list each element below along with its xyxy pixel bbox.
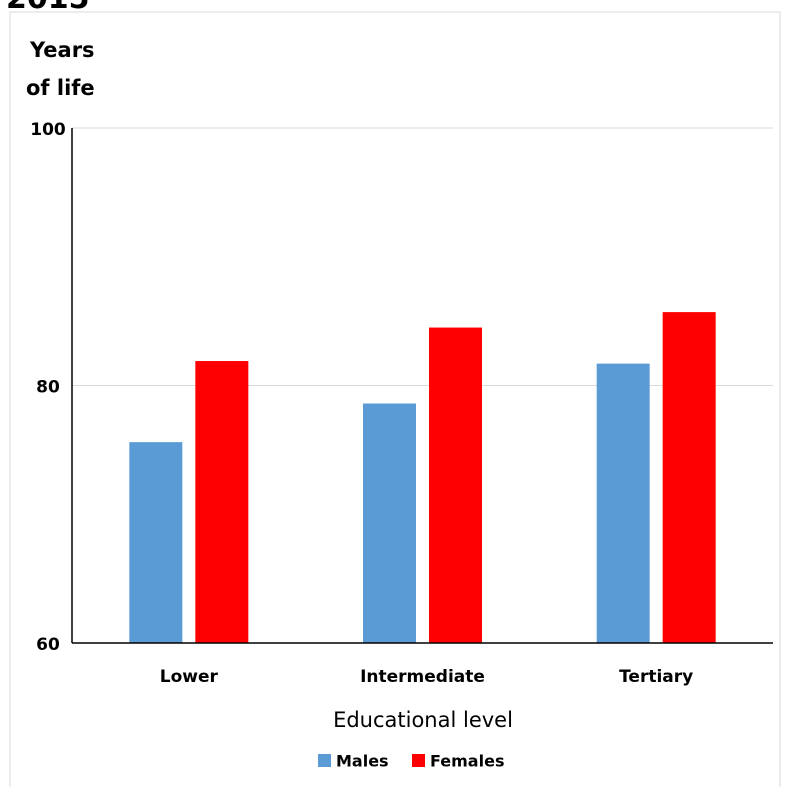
bars bbox=[129, 312, 716, 643]
legend: Males Females bbox=[318, 752, 504, 771]
chart-title: 2015 bbox=[6, 0, 90, 16]
gridlines bbox=[72, 127, 773, 386]
x-tick-label: Lower bbox=[160, 667, 219, 687]
x-tick-label: Tertiary bbox=[619, 667, 693, 687]
bar-males-lower bbox=[129, 442, 183, 643]
x-tick-label: Intermediate bbox=[360, 667, 485, 687]
y-tick-labels: 60 80 100 bbox=[30, 120, 66, 655]
bar-males-tertiary bbox=[596, 363, 650, 643]
legend-label-females: Females bbox=[430, 752, 504, 771]
y-tick-label: 100 bbox=[30, 120, 66, 140]
bar-females-intermediate bbox=[429, 327, 482, 643]
bar-females-tertiary bbox=[662, 312, 716, 643]
legend-swatch-females bbox=[412, 754, 425, 767]
bar-males-intermediate bbox=[363, 403, 416, 643]
y-tick-label: 60 bbox=[36, 635, 60, 655]
chart-area-border bbox=[9, 11, 781, 791]
y-axis-label-line-1: Years bbox=[29, 38, 95, 62]
legend-swatch-males bbox=[318, 754, 331, 767]
x-tick-labels: Lower Intermediate Tertiary bbox=[160, 667, 693, 687]
y-tick-label: 80 bbox=[36, 378, 60, 398]
x-axis-label: Educational level bbox=[333, 708, 513, 732]
bar-females-lower bbox=[195, 361, 249, 643]
legend-label-males: Males bbox=[336, 752, 389, 771]
y-axis-label-line-2: of life bbox=[26, 76, 95, 100]
